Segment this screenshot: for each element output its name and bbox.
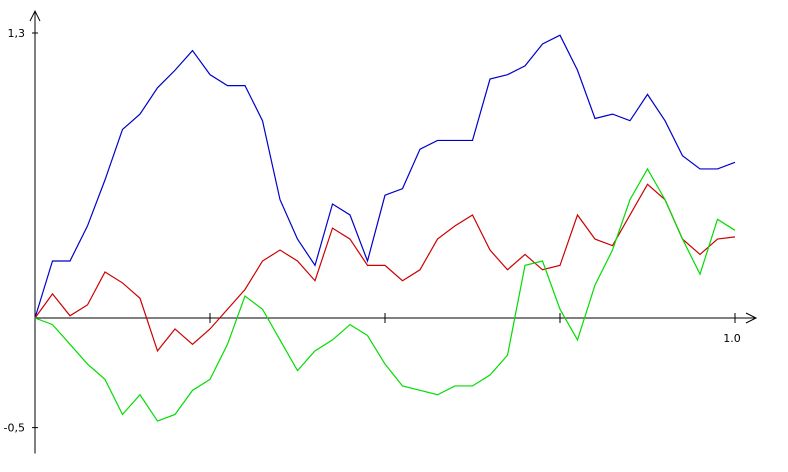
series-line bbox=[34, 34, 736, 319]
series-line bbox=[34, 167, 736, 422]
y-tick-label: -0,5 bbox=[4, 422, 25, 435]
x-tick-label: 1.0 bbox=[723, 332, 741, 345]
y-axis-arrow bbox=[29, 9, 41, 22]
y-tick-label: 1,3 bbox=[8, 27, 26, 40]
x-axis-arrow bbox=[745, 312, 758, 324]
series-line bbox=[34, 183, 736, 353]
